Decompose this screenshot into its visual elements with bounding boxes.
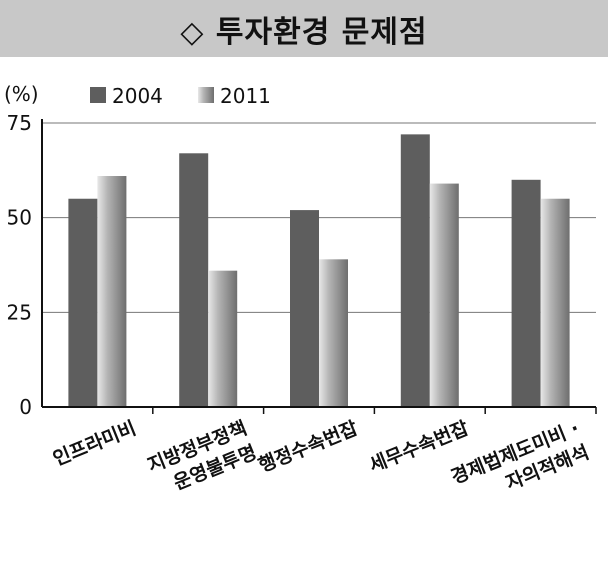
x-category-label-line: 행정수속번잡 (255, 417, 361, 477)
legend-label-2004: 2004 (112, 84, 163, 108)
bar-2004-2 (179, 153, 209, 407)
title-bar: ◇ 투자환경 문제점 (0, 0, 608, 57)
bars (68, 134, 570, 408)
x-category-label: 인프라미비 (50, 417, 139, 470)
legend: 2004 2011 (90, 84, 271, 108)
y-tick-label: 50 (7, 206, 32, 230)
legend-label-2011: 2011 (220, 84, 271, 108)
x-category-label-line: 인프라미비 (50, 417, 139, 470)
bar-2004-1 (68, 198, 98, 407)
bar-2011-3 (319, 259, 348, 407)
bar-2011-1 (97, 176, 127, 407)
chart-title: ◇ 투자환경 문제점 (180, 14, 428, 50)
legend-swatch-2011 (198, 87, 214, 103)
bar-2011-2 (208, 270, 238, 407)
y-tick-label: 25 (7, 300, 32, 324)
axes (41, 119, 597, 414)
bar-2004-4 (400, 134, 430, 408)
bar-2011-5 (540, 198, 570, 407)
x-category-label: 경제법제도미비 ·자의적해석 (448, 417, 592, 494)
legend-swatch-2004 (90, 87, 106, 103)
bar-2011-4 (429, 183, 459, 407)
y-axis-label: (%) (4, 82, 39, 106)
x-category-label: 행정수속번잡 (255, 417, 361, 477)
y-tick-label: 0 (19, 395, 32, 419)
bar-2004-3 (290, 210, 319, 407)
bar-2004-5 (511, 179, 541, 407)
y-tick-label: 75 (7, 111, 32, 135)
